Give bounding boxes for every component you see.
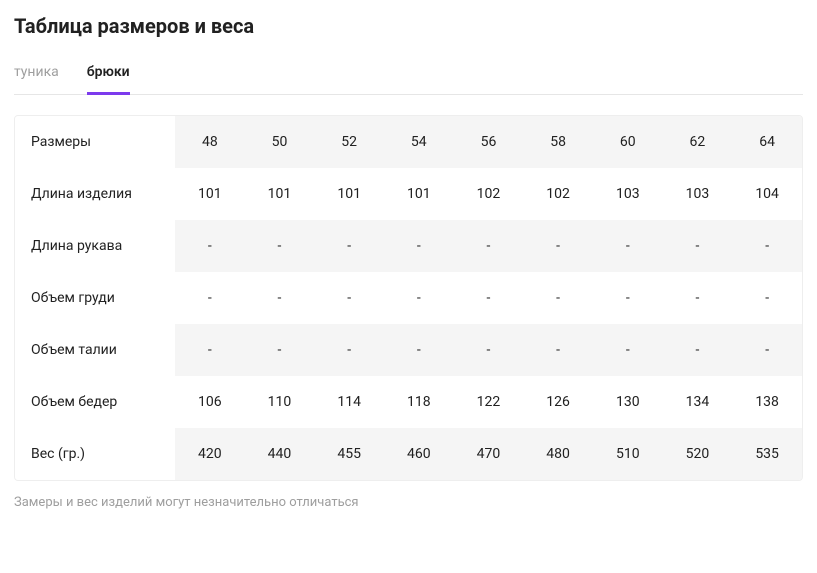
cell: 104 [732, 168, 802, 220]
row-label: Объем груди [15, 272, 175, 324]
row-label: Длина рукава [15, 220, 175, 272]
cell: - [245, 324, 315, 376]
cell: 102 [523, 168, 593, 220]
table-row: Объем груди--------- [15, 272, 802, 324]
cell: 520 [663, 428, 733, 480]
cell: - [175, 272, 245, 324]
size-table-wrap: Размеры485052545658606264Длина изделия10… [14, 115, 803, 481]
cell: 103 [593, 168, 663, 220]
table-row: Размеры485052545658606264 [15, 116, 802, 168]
row-label: Размеры [15, 116, 175, 168]
cell: - [732, 220, 802, 272]
table-row: Объем бедер106110114118122126130134138 [15, 376, 802, 428]
cell: 110 [245, 376, 315, 428]
table-row: Вес (гр.)420440455460470480510520535 [15, 428, 802, 480]
cell: - [314, 272, 384, 324]
cell: 103 [663, 168, 733, 220]
cell: - [384, 324, 454, 376]
cell: - [384, 272, 454, 324]
cell: 460 [384, 428, 454, 480]
cell: - [663, 324, 733, 376]
cell: - [245, 220, 315, 272]
cell: - [732, 324, 802, 376]
cell: 56 [454, 116, 524, 168]
cell: 64 [732, 116, 802, 168]
row-label: Объем талии [15, 324, 175, 376]
cell: 134 [663, 376, 733, 428]
cell: 126 [523, 376, 593, 428]
size-chart-panel: Таблица размеров и веса туника брюки Раз… [0, 0, 817, 530]
tab-tunic[interactable]: туника [14, 54, 59, 94]
cell: 50 [245, 116, 315, 168]
cell: 48 [175, 116, 245, 168]
size-table: Размеры485052545658606264Длина изделия10… [15, 116, 802, 480]
cell: 102 [454, 168, 524, 220]
cell: 52 [314, 116, 384, 168]
cell: 455 [314, 428, 384, 480]
tab-pants[interactable]: брюки [87, 54, 130, 94]
cell: - [454, 220, 524, 272]
cell: 101 [314, 168, 384, 220]
cell: 101 [175, 168, 245, 220]
cell: - [454, 272, 524, 324]
cell: 106 [175, 376, 245, 428]
row-label: Объем бедер [15, 376, 175, 428]
cell: - [523, 220, 593, 272]
cell: - [593, 220, 663, 272]
cell: 480 [523, 428, 593, 480]
row-label: Вес (гр.) [15, 428, 175, 480]
table-row: Объем талии--------- [15, 324, 802, 376]
cell: 101 [245, 168, 315, 220]
cell: 138 [732, 376, 802, 428]
panel-title: Таблица размеров и веса [14, 14, 803, 38]
cell: 101 [384, 168, 454, 220]
tabs: туника брюки [14, 54, 803, 95]
cell: 54 [384, 116, 454, 168]
table-row: Длина изделия101101101101102102103103104 [15, 168, 802, 220]
table-row: Длина рукава--------- [15, 220, 802, 272]
cell: - [175, 220, 245, 272]
cell: 122 [454, 376, 524, 428]
cell: - [523, 272, 593, 324]
cell: 114 [314, 376, 384, 428]
cell: - [314, 220, 384, 272]
cell: - [663, 272, 733, 324]
cell: - [245, 272, 315, 324]
cell: 420 [175, 428, 245, 480]
cell: - [663, 220, 733, 272]
cell: - [384, 220, 454, 272]
cell: - [732, 272, 802, 324]
cell: 510 [593, 428, 663, 480]
cell: - [314, 324, 384, 376]
cell: 535 [732, 428, 802, 480]
cell: - [593, 272, 663, 324]
cell: 58 [523, 116, 593, 168]
cell: - [175, 324, 245, 376]
cell: 62 [663, 116, 733, 168]
footnote: Замеры и вес изделий могут незначительно… [14, 495, 803, 510]
cell: 130 [593, 376, 663, 428]
cell: 440 [245, 428, 315, 480]
cell: 60 [593, 116, 663, 168]
cell: 118 [384, 376, 454, 428]
cell: - [593, 324, 663, 376]
cell: - [454, 324, 524, 376]
cell: 470 [454, 428, 524, 480]
row-label: Длина изделия [15, 168, 175, 220]
cell: - [523, 324, 593, 376]
